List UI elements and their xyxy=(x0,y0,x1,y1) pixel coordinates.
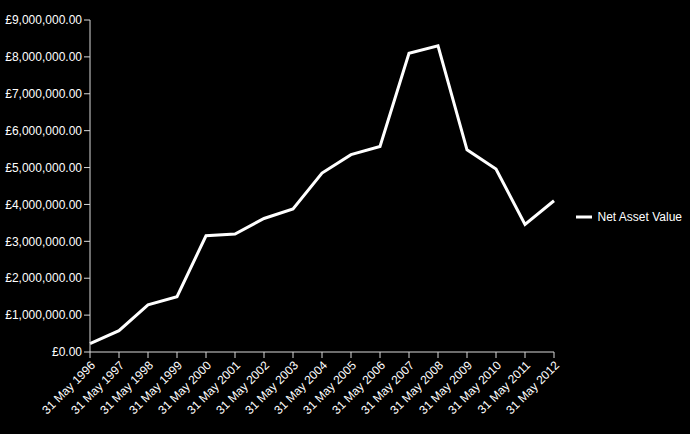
html-text:Net Asset Value: Net Asset Value xyxy=(597,210,682,224)
svg-text:31 May 2007: 31 May 2007 xyxy=(358,358,418,418)
svg-text:£4,000,000.00: £4,000,000.00 xyxy=(8,198,82,212)
svg-text:£6,000,000.00: £6,000,000.00 xyxy=(8,124,82,138)
svg-text:£5,000,000.00: £5,000,000.00 xyxy=(8,161,82,175)
svg-text:31 May 1997: 31 May 1997 xyxy=(68,358,128,418)
svg-text:31 May 1998: 31 May 1998 xyxy=(97,358,157,418)
svg-text:£1,000,000.00: £1,000,000.00 xyxy=(8,308,82,322)
svg-text:31 May 2001: 31 May 2001 xyxy=(184,358,244,418)
svg-text:31 May 2008: 31 May 2008 xyxy=(387,358,447,418)
svg-text:31 May 1996: 31 May 1996 xyxy=(39,358,99,418)
svg-text:31 May 2000: 31 May 2000 xyxy=(155,358,215,418)
svg-text:£3,000,000.00: £3,000,000.00 xyxy=(8,235,82,249)
svg-text:£7,000,000.00: £7,000,000.00 xyxy=(8,87,82,101)
svg-text:£0.00: £0.00 xyxy=(52,345,82,359)
svg-text:31 May 2006: 31 May 2006 xyxy=(329,358,389,418)
svg-text:31 May 2010: 31 May 2010 xyxy=(445,358,505,418)
svg-text:31 May 2002: 31 May 2002 xyxy=(213,358,273,418)
svg-text:£9,000,000.00: £9,000,000.00 xyxy=(8,13,82,27)
svg-text:31 May 2011: 31 May 2011 xyxy=(474,358,534,417)
svg-text:31 May 2012: 31 May 2012 xyxy=(503,358,562,417)
svg-text:£8,000,000.00: £8,000,000.00 xyxy=(8,50,82,64)
svg-text:£2,000,000.00: £2,000,000.00 xyxy=(8,271,82,285)
svg-text:31 May 2009: 31 May 2009 xyxy=(416,358,476,418)
svg-text:31 May 2004: 31 May 2004 xyxy=(271,358,331,418)
svg-text:31 May 1999: 31 May 1999 xyxy=(126,358,186,418)
svg-text:31 May 2003: 31 May 2003 xyxy=(242,358,302,418)
svg-text:31 May 2005: 31 May 2005 xyxy=(300,358,360,418)
